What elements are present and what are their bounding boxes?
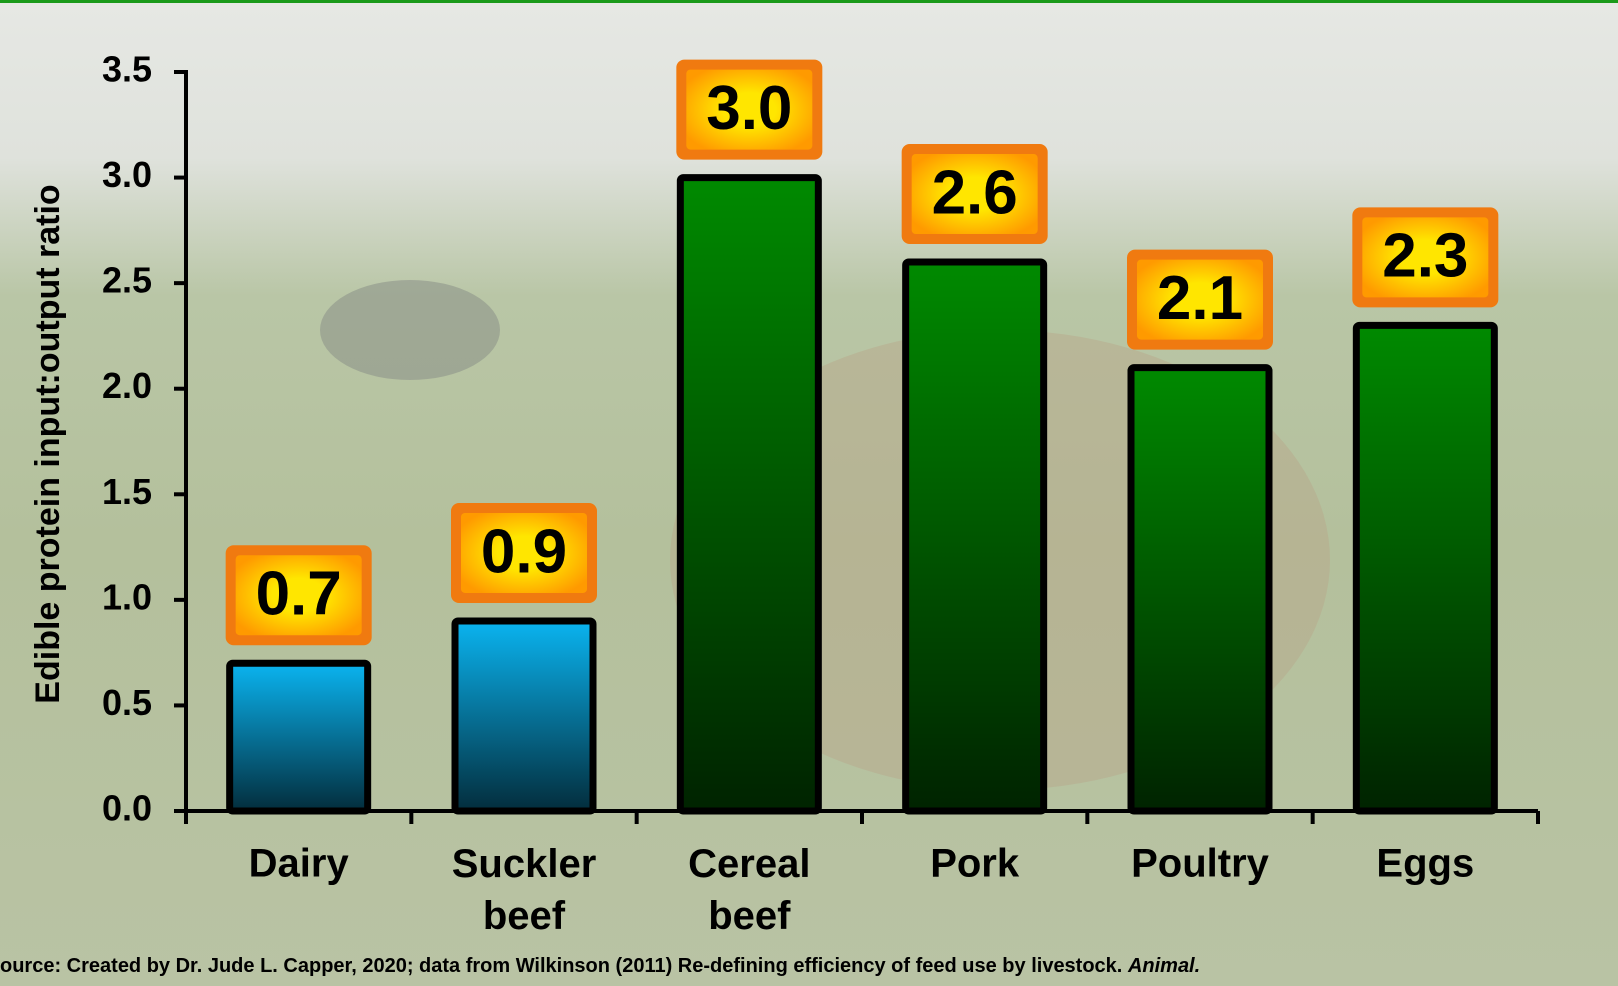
value-label-box-inner <box>1137 259 1263 340</box>
bar <box>902 258 1048 815</box>
value-label: 2.6 <box>932 158 1018 227</box>
x-tick-label: Pork <box>930 842 1020 886</box>
value-label-box-inner <box>461 512 587 593</box>
y-tick-label: 1.0 <box>102 576 152 617</box>
y-tick-label: 3.5 <box>102 49 152 90</box>
x-tick-label: Dairy <box>249 842 350 886</box>
bar <box>676 174 822 815</box>
bar <box>1127 364 1273 815</box>
value-label-box-inner <box>235 555 362 636</box>
top-border <box>0 0 1618 3</box>
value-label-box-inner <box>911 154 1038 235</box>
bar <box>226 659 372 815</box>
source-journal: Animal. <box>1127 955 1200 977</box>
value-label-box-inner <box>686 69 813 150</box>
bar <box>451 617 597 815</box>
y-tick-label: 3.0 <box>102 154 152 195</box>
value-label-box-inner <box>1362 217 1489 298</box>
x-tick-label: Poultry <box>1131 842 1270 886</box>
bar <box>1352 321 1498 815</box>
y-tick-label: 2.5 <box>102 260 152 301</box>
value-label: 0.9 <box>481 517 567 586</box>
x-tick-label: Eggs <box>1376 842 1474 886</box>
value-label: 2.3 <box>1382 222 1468 291</box>
value-label: 3.0 <box>706 74 792 143</box>
background-cow <box>320 280 500 380</box>
y-tick-label: 0.0 <box>102 788 152 829</box>
y-tick-label: 1.5 <box>102 471 152 512</box>
source-text: ource: Created by Dr. Jude L. Capper, 20… <box>0 955 1122 977</box>
y-axis-title: Edible protein input:output ratio <box>29 184 67 703</box>
value-label: 0.7 <box>256 560 342 629</box>
y-tick-label: 0.5 <box>102 682 152 723</box>
x-tick-label: Suckler beef <box>452 842 597 938</box>
x-tick-label: Cereal beef <box>688 842 810 938</box>
value-label: 2.1 <box>1157 264 1243 333</box>
y-tick-label: 2.0 <box>102 365 152 406</box>
source: ource: Created by Dr. Jude L. Capper, 20… <box>0 955 1200 977</box>
